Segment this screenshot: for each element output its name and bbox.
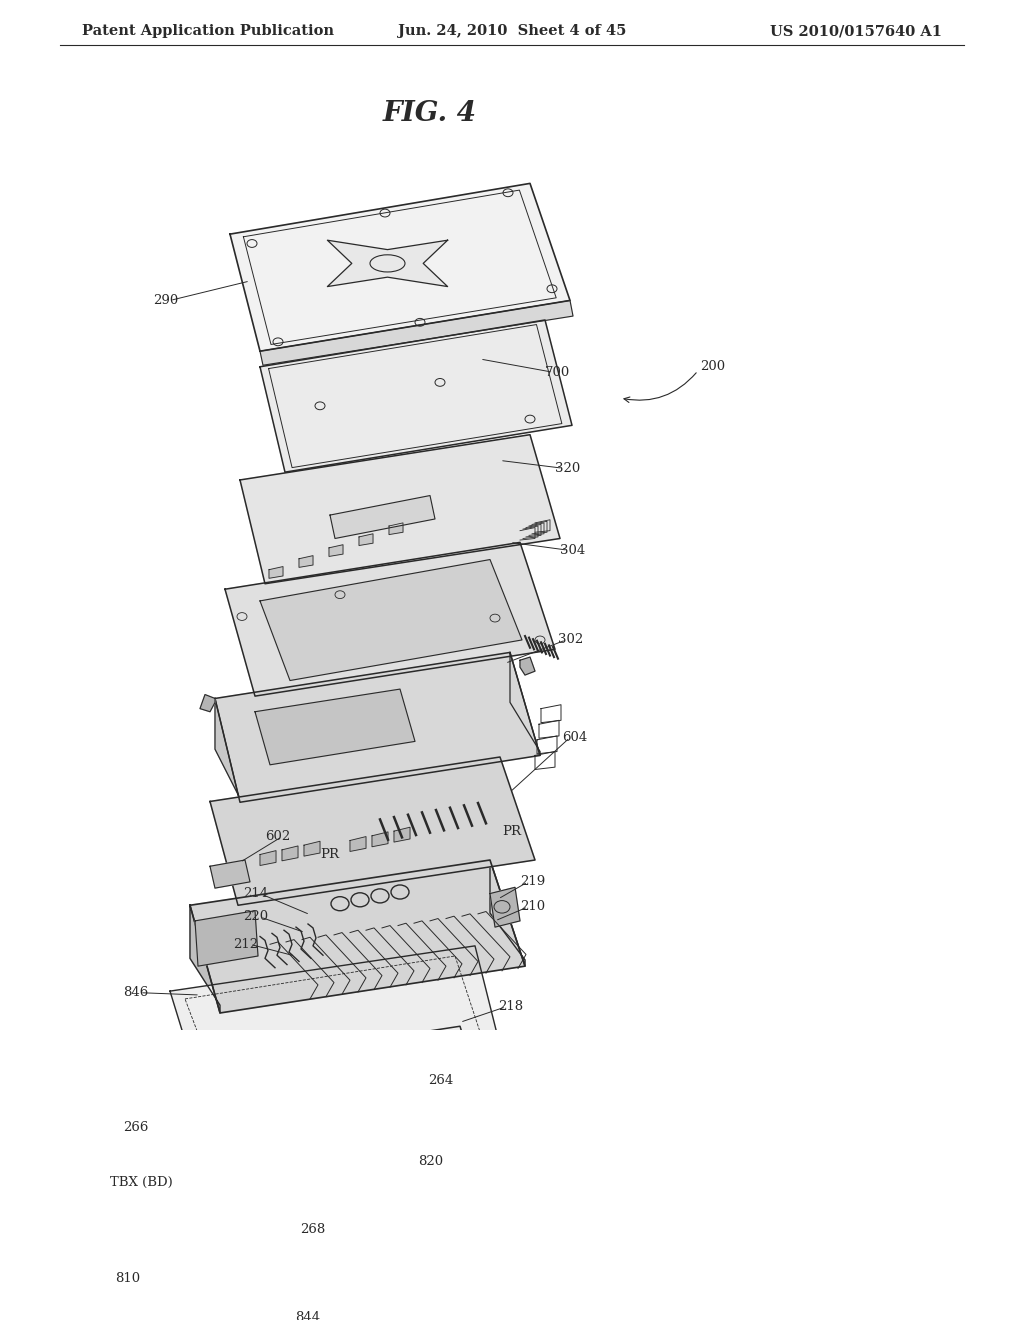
Polygon shape [215,652,540,803]
Polygon shape [329,545,343,557]
Text: TBX (BD): TBX (BD) [110,1176,173,1189]
Text: 268: 268 [300,1222,326,1236]
Text: 844: 844 [295,1311,321,1320]
Text: 264: 264 [428,1074,454,1088]
Polygon shape [330,495,435,539]
Polygon shape [282,846,298,861]
Polygon shape [460,1026,490,1123]
Polygon shape [215,698,240,803]
Text: 266: 266 [123,1121,148,1134]
Text: 320: 320 [555,462,581,475]
Polygon shape [380,1105,410,1217]
Polygon shape [520,657,535,675]
Polygon shape [155,1073,185,1167]
Polygon shape [210,861,250,888]
Text: Patent Application Publication: Patent Application Publication [82,24,334,38]
Text: PR: PR [502,825,521,838]
Text: US 2010/0157640 A1: US 2010/0157640 A1 [770,24,942,38]
Polygon shape [304,841,319,857]
Polygon shape [240,434,560,583]
Polygon shape [372,832,388,846]
Polygon shape [170,946,500,1089]
Polygon shape [190,861,525,1012]
Polygon shape [260,319,572,473]
Polygon shape [299,556,313,568]
Polygon shape [328,240,447,286]
Polygon shape [260,301,573,366]
Polygon shape [350,1114,418,1175]
Polygon shape [255,689,415,764]
Text: 200: 200 [700,360,725,374]
Text: 602: 602 [265,830,290,843]
Text: 304: 304 [560,544,586,557]
Polygon shape [195,911,258,966]
Text: PR: PR [319,847,339,861]
Text: 219: 219 [520,875,545,888]
Polygon shape [125,1195,400,1320]
Text: 290: 290 [153,294,178,308]
Text: 214: 214 [243,887,268,900]
Polygon shape [269,566,283,578]
Text: 218: 218 [498,1001,523,1014]
Polygon shape [490,861,525,966]
Polygon shape [260,560,522,681]
Polygon shape [190,906,220,1012]
Text: Jun. 24, 2010  Sheet 4 of 45: Jun. 24, 2010 Sheet 4 of 45 [397,24,627,38]
Polygon shape [230,183,570,351]
Polygon shape [115,1261,135,1290]
Polygon shape [210,756,535,906]
Text: 846: 846 [123,986,148,999]
Text: 302: 302 [558,634,584,647]
Polygon shape [125,1241,155,1320]
Polygon shape [510,652,540,755]
Polygon shape [225,543,555,696]
Polygon shape [155,1026,490,1167]
Text: FIG. 4: FIG. 4 [383,99,477,127]
Polygon shape [140,1151,165,1261]
Polygon shape [160,1123,375,1249]
Text: 212: 212 [232,937,258,950]
Text: 210: 210 [520,900,545,913]
Text: 820: 820 [418,1155,443,1168]
Polygon shape [490,887,520,927]
Text: 810: 810 [115,1271,140,1284]
Polygon shape [140,1105,410,1253]
Polygon shape [245,1129,263,1236]
Polygon shape [350,837,366,851]
Polygon shape [145,1208,370,1320]
Polygon shape [394,828,410,842]
Polygon shape [389,523,403,535]
Polygon shape [359,533,373,545]
Polygon shape [200,694,215,711]
Text: 604: 604 [562,731,587,744]
Text: 700: 700 [545,366,570,379]
Polygon shape [260,850,276,866]
Text: 220: 220 [243,911,268,924]
Polygon shape [370,1195,400,1315]
